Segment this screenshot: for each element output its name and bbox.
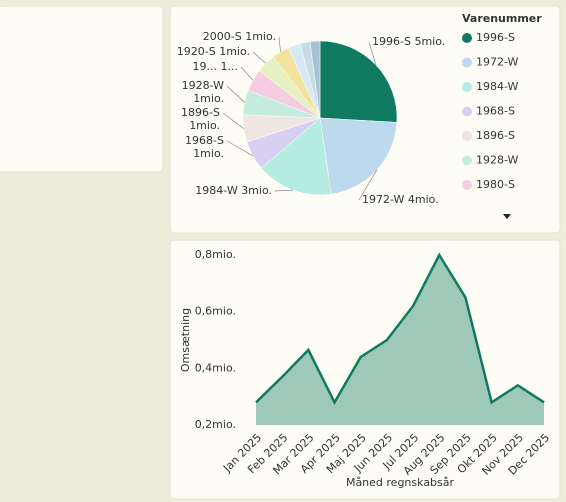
slice-label: 1mio. [189,119,220,132]
pie-slice [261,117,332,196]
legend-marker [462,57,472,68]
leader-line [278,36,281,52]
pie-slice [309,40,321,119]
slice-label: 19... 1... [193,60,238,73]
legend-label: 1972-W [476,56,519,69]
legend-marker [462,106,472,117]
slice-label: 1mio. [193,92,224,105]
slice-label: 1968-S [185,134,224,147]
y-tick-label: 0,2mio. [195,418,236,431]
pie-slice [319,117,398,195]
legend-label: 1980-S [476,178,515,191]
legend-marker [462,33,472,43]
slice-label: 1996-S 5mio. [372,35,445,48]
y-axis-title: Omsætning [179,308,192,372]
leader-line [274,189,294,192]
legend-label: 1896-S [476,129,515,142]
slice-label: 2000-S 1mio. [203,30,276,43]
legend-marker [462,82,472,92]
slice-label: 1928-W [182,79,225,92]
leader-line [226,85,245,103]
legend-marker [462,131,472,141]
area-fill [256,255,544,425]
leader-line [226,140,254,157]
legend-label: 1968-S [476,105,515,118]
legend-marker [462,155,472,166]
y-tick-label: 0,6mio. [195,305,236,318]
legend-label: 1928-W [476,154,519,167]
legend-scroll-arrow[interactable] [503,214,511,219]
legend-title: Varenummer [462,12,542,25]
slice-label: 1920-S 1mio. [177,45,250,58]
legend-marker [462,180,472,190]
area-line [255,252,545,405]
slice-label: 1972-W 4mio. [362,193,439,206]
slice-label: 1984-W 3mio. [195,184,272,197]
slice-label: 1mio. [193,147,224,160]
x-axis-title: Måned regnskabsår [346,476,455,489]
legend-label: 1984-W [476,80,519,93]
leader-line [240,66,254,81]
y-tick-label: 0,4mio. [195,361,236,374]
leader-line [252,51,267,64]
leader-line [358,169,378,201]
y-tick-label: 0,8mio. [195,248,236,261]
leader-line [222,112,244,129]
leader-line [368,41,377,66]
blank-card [0,5,164,173]
slice-label: 1896-S [181,106,220,119]
legend-label: 1996-S [476,31,515,44]
